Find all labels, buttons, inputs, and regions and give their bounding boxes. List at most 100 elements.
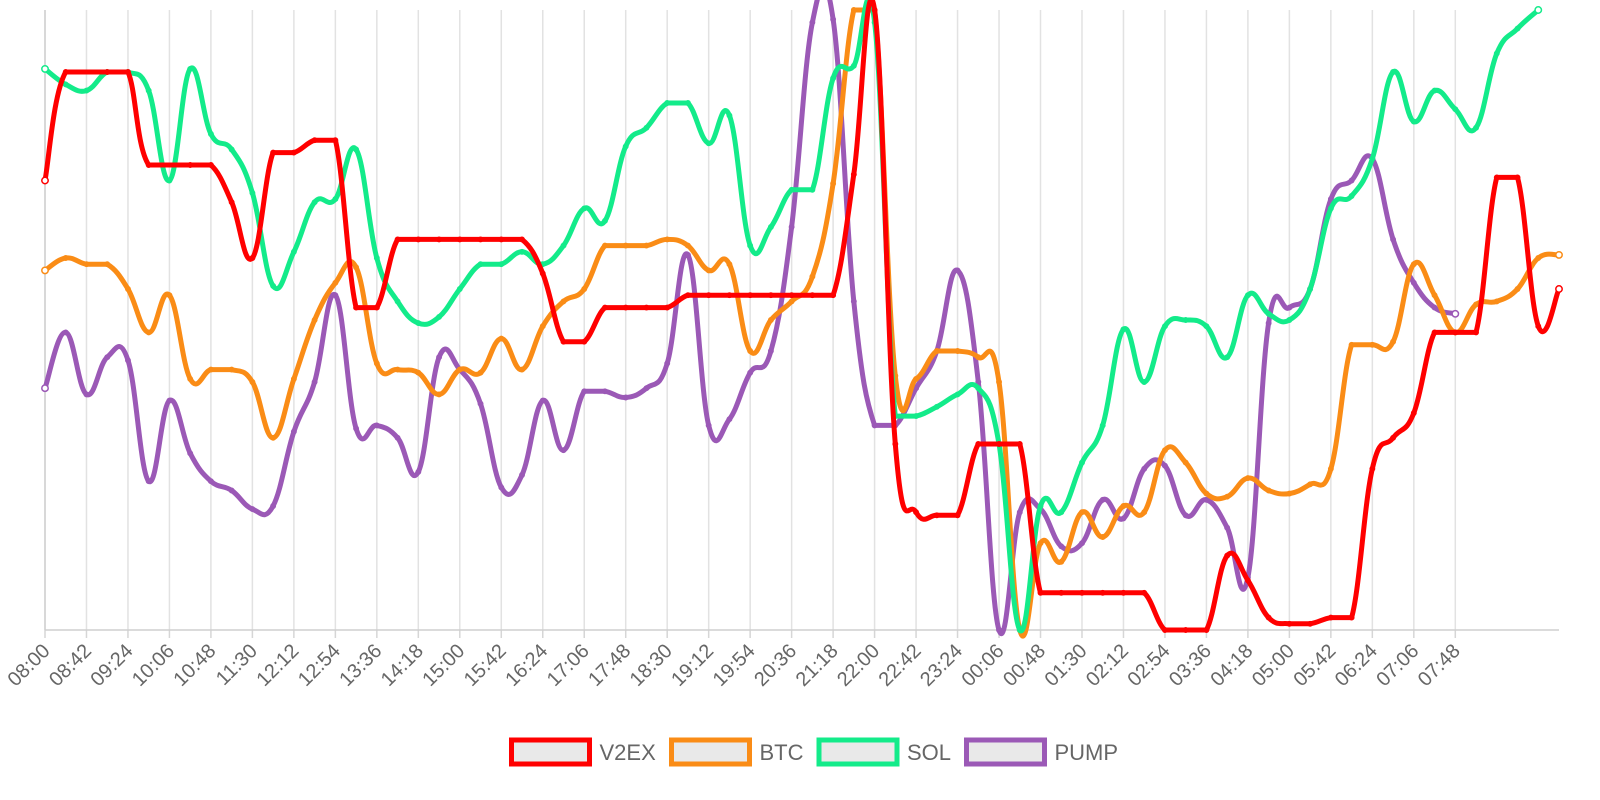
- data-point-pump: [1224, 524, 1231, 531]
- data-point-v2ex: [1348, 614, 1355, 621]
- data-point-pump: [705, 422, 712, 429]
- x-tick-label: 00:48: [999, 640, 1050, 691]
- data-point-pump: [187, 450, 194, 457]
- legend-item-btc[interactable]: BTC: [669, 737, 804, 767]
- legend-swatch-pump: [964, 737, 1047, 767]
- data-point-btc: [1307, 481, 1314, 488]
- data-point-btc: [207, 366, 214, 373]
- data-point-btc: [954, 348, 961, 354]
- data-point-sol: [664, 100, 671, 106]
- data-point-pump: [415, 468, 422, 475]
- data-point-v2ex: [1514, 174, 1521, 181]
- data-point-v2ex: [1120, 589, 1127, 596]
- data-point-sol: [1182, 317, 1189, 323]
- data-point-v2ex: [415, 236, 422, 243]
- data-point-btc: [643, 242, 650, 249]
- data-point-pump: [353, 425, 360, 432]
- data-point-v2ex: [1431, 329, 1438, 336]
- data-point-pump: [830, 16, 837, 23]
- x-tick-label: 12:12: [252, 640, 303, 691]
- data-point-sol: [270, 282, 277, 289]
- data-point-v2ex: [104, 69, 111, 75]
- data-point-sol: [1016, 627, 1023, 633]
- data-point-btc: [249, 379, 256, 385]
- data-point-v2ex: [187, 162, 194, 168]
- data-point-v2ex: [684, 292, 691, 299]
- data-point-v2ex: [1473, 329, 1479, 336]
- data-point-btc: [1141, 509, 1148, 516]
- data-point-btc: [436, 391, 443, 398]
- data-point-sol: [726, 112, 733, 119]
- x-tick-label: 08:00: [4, 640, 55, 691]
- x-tick-label: 09:24: [87, 640, 138, 691]
- x-tick-label: 11:30: [212, 640, 262, 690]
- data-point-v2ex: [1141, 589, 1148, 596]
- data-point-sol: [1534, 6, 1543, 14]
- data-point-pump: [311, 379, 318, 385]
- x-tick-label: 20:36: [750, 640, 801, 691]
- x-tick-label: 07:48: [1414, 640, 1465, 691]
- data-point-btc: [560, 298, 567, 305]
- data-point-pump: [477, 400, 484, 407]
- data-point-btc: [498, 335, 505, 342]
- x-tick-label: 13:36: [335, 640, 386, 691]
- data-point-pump: [270, 503, 277, 509]
- data-point-v2ex: [809, 292, 816, 299]
- data-point-sol: [145, 87, 152, 94]
- data-point-btc: [456, 366, 463, 373]
- data-point-v2ex: [1307, 620, 1314, 627]
- data-point-v2ex: [1327, 614, 1334, 621]
- legend-item-pump[interactable]: PUMP: [964, 737, 1119, 767]
- data-point-v2ex: [1079, 589, 1085, 596]
- data-point-v2ex: [975, 441, 982, 447]
- data-point-pump: [643, 385, 650, 392]
- data-point-sol: [249, 189, 256, 196]
- data-point-pump: [996, 627, 1002, 633]
- data-point-v2ex: [41, 176, 49, 185]
- data-point-btc: [726, 261, 733, 268]
- data-point-pump: [684, 251, 691, 258]
- data-point-v2ex: [664, 304, 671, 311]
- series-pump: [41, 0, 1460, 636]
- data-point-v2ex: [1390, 434, 1397, 441]
- data-point-v2ex: [1265, 614, 1272, 621]
- x-tick-label: 10:06: [128, 640, 179, 691]
- data-point-sol: [187, 65, 194, 72]
- data-point-btc: [1555, 250, 1563, 259]
- data-point-btc: [1493, 298, 1500, 305]
- data-point-sol: [1037, 503, 1044, 509]
- data-point-pump: [1431, 304, 1438, 311]
- data-point-v2ex: [1286, 620, 1293, 627]
- data-point-v2ex: [1161, 627, 1168, 633]
- data-point-btc: [1037, 540, 1044, 547]
- legend-item-v2ex[interactable]: V2EX: [509, 737, 657, 767]
- data-point-btc: [1535, 255, 1542, 261]
- data-point-btc: [602, 242, 608, 249]
- data-point-sol: [311, 199, 318, 206]
- data-point-btc: [519, 366, 525, 373]
- data-point-sol: [954, 391, 961, 398]
- data-point-btc: [850, 7, 857, 13]
- data-point-btc: [145, 329, 152, 336]
- data-point-pump: [104, 354, 111, 361]
- x-tick-label: 03:36: [1165, 640, 1216, 691]
- data-point-sol: [705, 140, 712, 147]
- data-point-sol: [933, 403, 940, 410]
- data-point-v2ex: [353, 304, 360, 311]
- data-point-pump: [1327, 196, 1334, 203]
- data-point-sol: [788, 186, 795, 193]
- series-lines: [41, 0, 1563, 639]
- data-point-sol: [1348, 193, 1355, 199]
- data-point-sol: [560, 242, 567, 249]
- data-point-pump: [539, 397, 546, 404]
- data-point-pump: [1182, 512, 1189, 519]
- data-point-sol: [394, 298, 401, 305]
- legend-item-sol[interactable]: SOL: [816, 737, 951, 767]
- data-point-pump: [622, 394, 629, 401]
- data-point-v2ex: [228, 199, 235, 206]
- data-point-v2ex: [270, 149, 277, 156]
- data-point-sol: [1141, 379, 1148, 385]
- data-point-sol: [830, 75, 837, 82]
- data-point-sol: [519, 248, 525, 255]
- data-point-btc: [1079, 509, 1085, 516]
